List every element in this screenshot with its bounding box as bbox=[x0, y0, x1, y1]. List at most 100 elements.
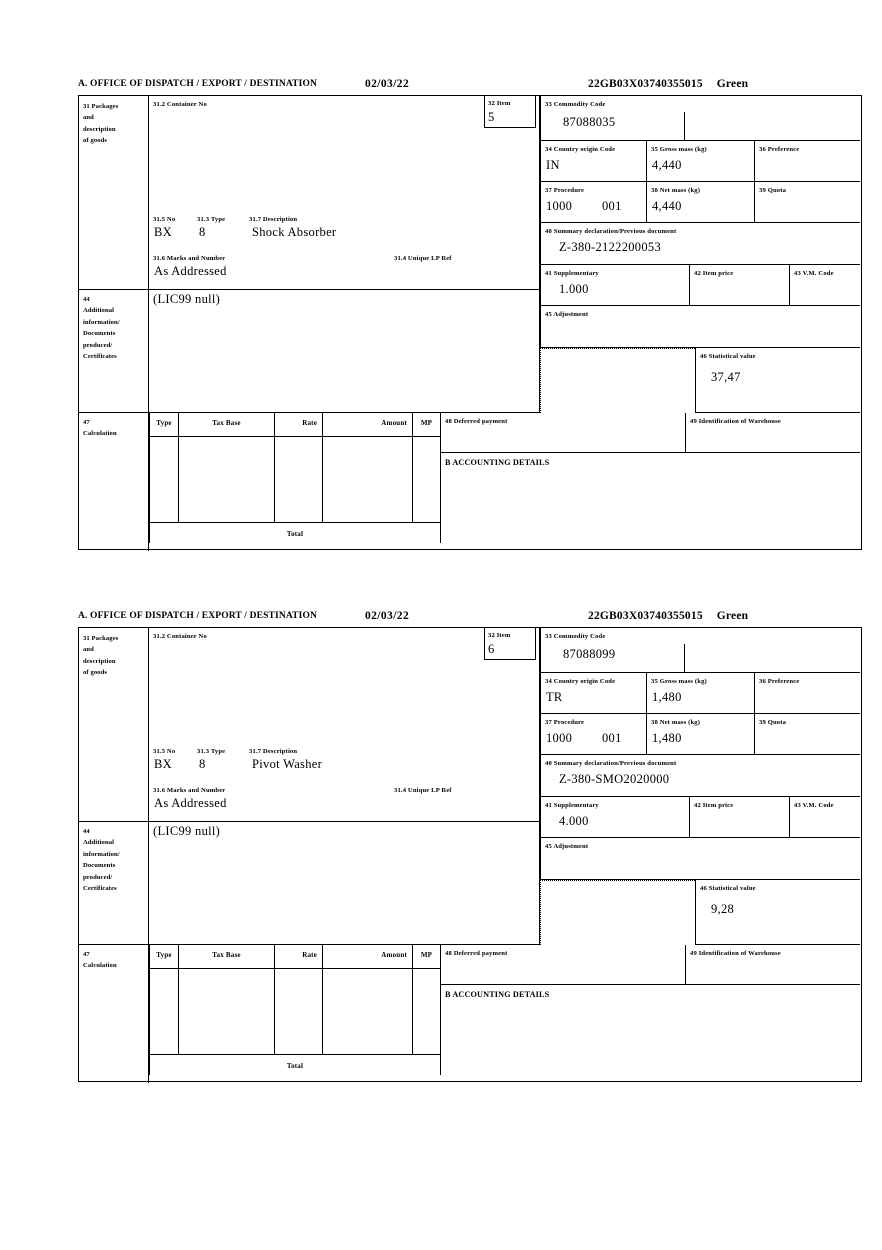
box-32-item-value: 5 bbox=[488, 109, 495, 124]
box-47-header-amount: Amount bbox=[381, 419, 407, 427]
box-33-divider-tick bbox=[684, 112, 685, 140]
box-45-label: 45 Adjustment bbox=[545, 843, 589, 850]
box-32-item-cell[interactable]: 32 Item 5 bbox=[484, 96, 536, 128]
box-47-total-label: Total bbox=[286, 530, 304, 538]
box-47-body-tax-base[interactable] bbox=[179, 437, 275, 523]
box-41-supplementary-cell[interactable]: 41 Supplementary 4.000 bbox=[540, 797, 690, 838]
box-45-adjustment-cell[interactable]: 45 Adjustment bbox=[540, 838, 860, 880]
box-48-deferred-payment-cell[interactable]: 48 Deferred payment bbox=[441, 413, 686, 453]
box-47-body-rate[interactable] bbox=[275, 969, 323, 1055]
box-45-dotted-vertical bbox=[540, 348, 541, 413]
box-b-accounting-details-cell[interactable]: B ACCOUNTING DETAILS bbox=[441, 453, 860, 551]
box-45-dotted-separator bbox=[540, 880, 695, 881]
box-40-previous-document-cell[interactable]: 40 Summary declaration/Previous document… bbox=[540, 755, 860, 797]
box-37-value-b: 001 bbox=[602, 731, 622, 745]
box-34-country-origin-cell[interactable]: 34 Country origin Code IN bbox=[540, 141, 647, 182]
box-39-quota-cell[interactable]: 39 Quota bbox=[755, 182, 860, 223]
box-47-body-amount[interactable] bbox=[323, 969, 413, 1055]
box-37-procedure-cell[interactable]: 37 Procedure 1000 001 bbox=[540, 182, 647, 223]
box-31-label-line-4: of goods bbox=[83, 669, 108, 677]
box-47-body-tax-base[interactable] bbox=[179, 969, 275, 1055]
box-35-gross-mass-cell[interactable]: 35 Gross mass (kg) 4,440 bbox=[647, 141, 755, 182]
declaration-sheet-2: A. OFFICE OF DISPATCH / EXPORT / DESTINA… bbox=[78, 610, 862, 1083]
box-46-label: 46 Statistical value bbox=[700, 885, 756, 892]
box-46-statistical-value-cell[interactable]: 46 Statistical value 37,47 bbox=[695, 348, 860, 413]
box-33-divider-tick bbox=[684, 644, 685, 672]
box-47-body-amount[interactable] bbox=[323, 437, 413, 523]
declaration-sheet-1: A. OFFICE OF DISPATCH / EXPORT / DESTINA… bbox=[78, 78, 862, 551]
box-40-previous-document-cell[interactable]: 40 Summary declaration/Previous document… bbox=[540, 223, 860, 265]
box-47-col-amount: Amount bbox=[323, 945, 413, 969]
box-38-net-mass-cell[interactable]: 38 Net mass (kg) 4,440 bbox=[647, 182, 755, 223]
box-37-value-a: 1000 bbox=[546, 731, 573, 745]
box-31-goods-cell[interactable]: 31.2 Container No 31.5 No 31.3 Type 31.7… bbox=[149, 96, 540, 290]
box-35-gross-mass-cell[interactable]: 35 Gross mass (kg) 1,480 bbox=[647, 673, 755, 714]
box-37-value-a: 1000 bbox=[546, 199, 573, 213]
box-47-body-type[interactable] bbox=[149, 437, 179, 523]
box-37-procedure-cell[interactable]: 37 Procedure 1000 001 bbox=[540, 714, 647, 755]
box-43-label: 43 V.M. Code bbox=[794, 802, 834, 809]
box-41-supplementary-cell[interactable]: 41 Supplementary 1.000 bbox=[540, 265, 690, 306]
box-47-col-tax-base: Tax Base bbox=[179, 413, 275, 437]
box-34-label: 34 Country origin Code bbox=[545, 678, 616, 685]
box-44-label-line-3: Documents bbox=[83, 330, 116, 338]
box-44-value: (LIC99 null) bbox=[153, 292, 221, 306]
box-47-header-type: Type bbox=[156, 419, 172, 427]
box-40-label: 40 Summary declaration/Previous document bbox=[545, 760, 677, 767]
office-of-dispatch-label: A. OFFICE OF DISPATCH / EXPORT / DESTINA… bbox=[78, 611, 318, 621]
box-34-label: 34 Country origin Code bbox=[545, 146, 616, 153]
box-49-warehouse-cell[interactable]: 49 Identification of Warehouse bbox=[686, 413, 860, 453]
box-33-value: 87088035 bbox=[563, 115, 616, 129]
box-31-label-line-4: of goods bbox=[83, 137, 108, 145]
box-47-body-mp[interactable] bbox=[413, 969, 441, 1055]
box-47-body-rate[interactable] bbox=[275, 437, 323, 523]
box-31-6-marks-label: 31.6 Marks and Number bbox=[153, 255, 226, 262]
box-32-item-cell[interactable]: 32 Item 6 bbox=[484, 628, 536, 660]
box-47-label-cell: 47 Calculation bbox=[79, 413, 149, 551]
box-44-label-line-1: Additional bbox=[83, 307, 115, 315]
box-44-content-cell[interactable]: (LIC99 null) bbox=[149, 290, 540, 413]
box-34-country-origin-cell[interactable]: 34 Country origin Code TR bbox=[540, 673, 647, 714]
box-41-value: 1.000 bbox=[559, 282, 589, 296]
sheet-header: A. OFFICE OF DISPATCH / EXPORT / DESTINA… bbox=[78, 78, 862, 95]
box-44-label-line-1: Additional bbox=[83, 839, 115, 847]
box-47-body-type[interactable] bbox=[149, 969, 179, 1055]
reference-number: 22GB03X03740355015 bbox=[588, 610, 703, 622]
box-31-label-line-2: and bbox=[83, 114, 94, 122]
box-39-quota-cell[interactable]: 39 Quota bbox=[755, 714, 860, 755]
box-45-adjustment-cell[interactable]: 45 Adjustment bbox=[540, 306, 860, 348]
box-33-commodity-code-cell[interactable]: 33 Commodity Code 87088099 bbox=[540, 628, 860, 673]
declaration-date: 02/03/22 bbox=[365, 78, 410, 90]
box-31-goods-cell[interactable]: 31.2 Container No 31.5 No 31.3 Type 31.7… bbox=[149, 628, 540, 822]
box-43-vm-code-cell[interactable]: 43 V.M. Code bbox=[790, 797, 860, 838]
box-38-net-mass-cell[interactable]: 38 Net mass (kg) 1,480 bbox=[647, 714, 755, 755]
sheet-body: 31 Packages and description of goods 31.… bbox=[78, 95, 862, 551]
box-47-header-rate: Rate bbox=[302, 419, 317, 427]
box-b-accounting-details-cell[interactable]: B ACCOUNTING DETAILS bbox=[441, 985, 860, 1083]
box-31-3-type-value: 8 bbox=[199, 757, 206, 771]
box-47-total-label: Total bbox=[286, 1062, 304, 1070]
box-46-statistical-value-cell[interactable]: 46 Statistical value 9,28 bbox=[695, 880, 860, 945]
box-44-label-line-4: produced/ bbox=[83, 341, 113, 349]
box-38-label: 38 Net mass (kg) bbox=[651, 719, 701, 726]
box-47-body-mp[interactable] bbox=[413, 437, 441, 523]
box-45-label: 45 Adjustment bbox=[545, 311, 589, 318]
box-44-content-cell[interactable]: (LIC99 null) bbox=[149, 822, 540, 945]
box-48-deferred-payment-cell[interactable]: 48 Deferred payment bbox=[441, 945, 686, 985]
box-36-preference-cell[interactable]: 36 Preference bbox=[755, 141, 860, 182]
box-37-label: 37 Procedure bbox=[545, 187, 585, 194]
box-41-value: 4.000 bbox=[559, 814, 589, 828]
box-49-label: 49 Identification of Warehouse bbox=[690, 418, 781, 425]
box-40-label: 40 Summary declaration/Previous document bbox=[545, 228, 677, 235]
box-44-label-line-2: information/ bbox=[83, 850, 120, 858]
box-42-item-price-cell[interactable]: 42 Item price bbox=[690, 797, 790, 838]
box-33-commodity-code-cell[interactable]: 33 Commodity Code 87088035 bbox=[540, 96, 860, 141]
box-31-3-type-label: 31.3 Type bbox=[197, 748, 226, 755]
box-b-label: B ACCOUNTING DETAILS bbox=[445, 990, 550, 999]
box-36-preference-cell[interactable]: 36 Preference bbox=[755, 673, 860, 714]
box-43-vm-code-cell[interactable]: 43 V.M. Code bbox=[790, 265, 860, 306]
box-35-label: 35 Gross mass (kg) bbox=[651, 678, 707, 685]
box-42-item-price-cell[interactable]: 42 Item price bbox=[690, 265, 790, 306]
box-44-label-number: 44 bbox=[83, 296, 90, 303]
box-49-warehouse-cell[interactable]: 49 Identification of Warehouse bbox=[686, 945, 860, 985]
